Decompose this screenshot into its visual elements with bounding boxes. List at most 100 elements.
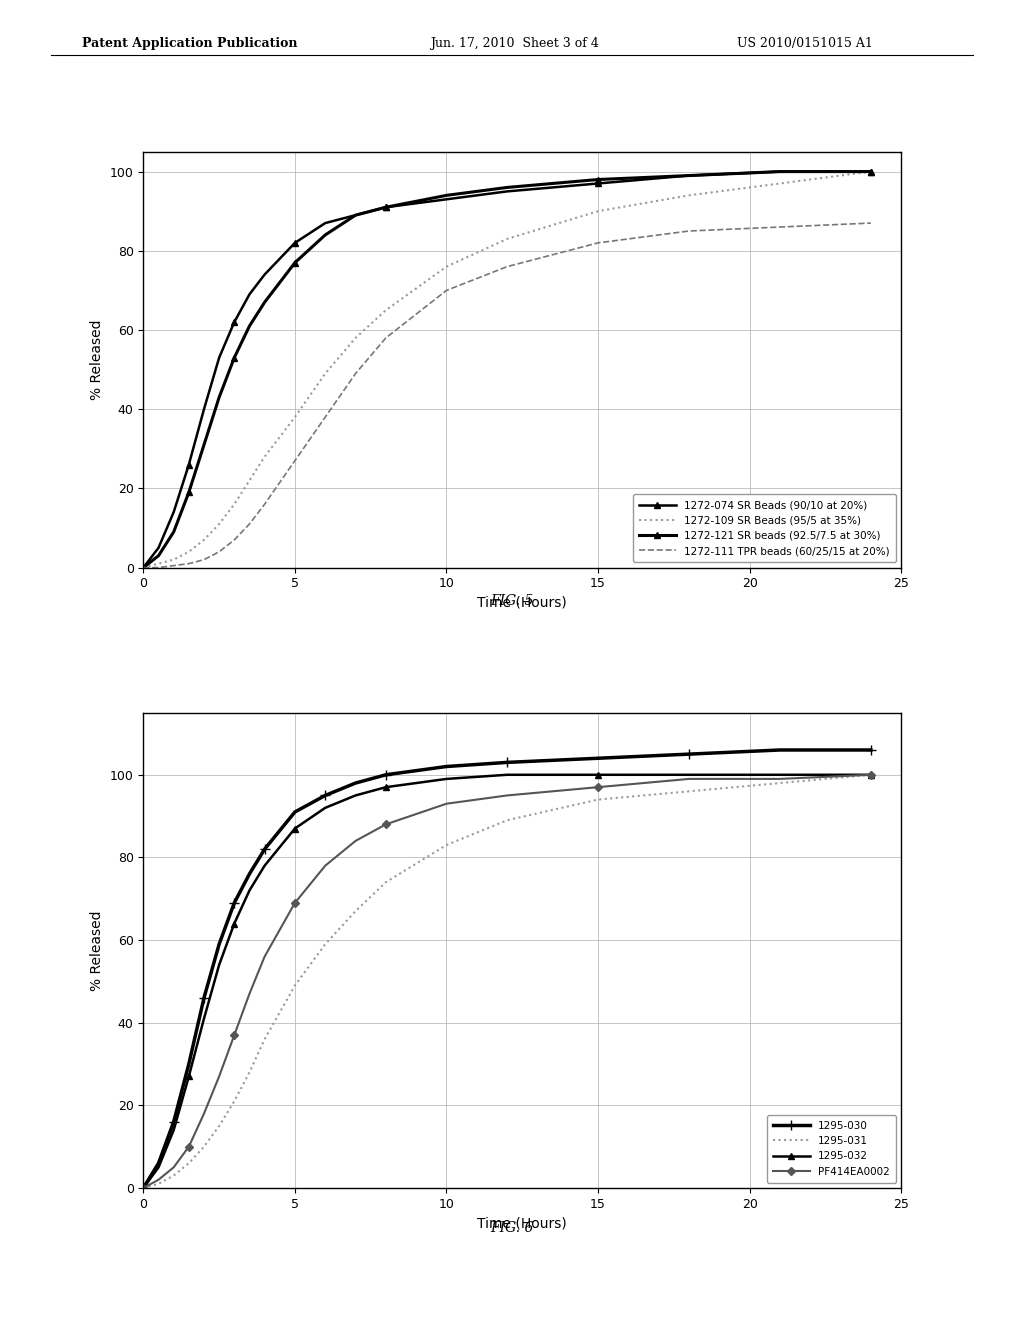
1272-109 SR Beads (95/5 at 35%): [168, 552, 180, 568]
1272-111 TPR beads (60/25/15 at 20%): [440, 282, 453, 298]
1272-121 SR beads (92.5/7.5 at 30%): [228, 350, 241, 366]
1272-111 TPR beads (60/25/15 at 20%): [319, 409, 332, 425]
1295-032: [289, 821, 301, 837]
1295-032: [182, 1068, 195, 1084]
1295-030: [258, 841, 270, 857]
1272-111 TPR beads (60/25/15 at 20%): [774, 219, 786, 235]
1272-111 TPR beads (60/25/15 at 20%): [137, 560, 150, 576]
1272-111 TPR beads (60/25/15 at 20%): [228, 532, 241, 548]
1272-109 SR Beads (95/5 at 35%): [137, 560, 150, 576]
1272-121 SR beads (92.5/7.5 at 30%): [440, 187, 453, 203]
1272-121 SR beads (92.5/7.5 at 30%): [319, 227, 332, 243]
1295-032: [440, 771, 453, 787]
1295-031: [182, 1155, 195, 1171]
1272-111 TPR beads (60/25/15 at 20%): [213, 544, 225, 560]
1295-031: [380, 874, 392, 890]
1295-032: [349, 788, 361, 804]
1272-121 SR beads (92.5/7.5 at 30%): [349, 207, 361, 223]
Line: 1272-121 SR beads (92.5/7.5 at 30%): 1272-121 SR beads (92.5/7.5 at 30%): [140, 169, 873, 570]
Line: 1295-031: 1295-031: [143, 775, 870, 1188]
1295-031: [153, 1176, 165, 1192]
1295-031: [168, 1168, 180, 1184]
1272-074 SR Beads (90/10 at 20%): [501, 183, 513, 199]
1272-074 SR Beads (90/10 at 20%): [592, 176, 604, 191]
1295-031: [774, 775, 786, 791]
1272-109 SR Beads (95/5 at 35%): [153, 556, 165, 572]
1272-074 SR Beads (90/10 at 20%): [258, 267, 270, 282]
1272-121 SR beads (92.5/7.5 at 30%): [168, 524, 180, 540]
Text: Patent Application Publication: Patent Application Publication: [82, 37, 297, 50]
PF414EA0002: [213, 1068, 225, 1084]
1295-030: [228, 895, 241, 911]
1272-074 SR Beads (90/10 at 20%): [864, 164, 877, 180]
1295-030: [182, 1056, 195, 1072]
1272-111 TPR beads (60/25/15 at 20%): [864, 215, 877, 231]
1295-032: [137, 1180, 150, 1196]
1272-121 SR beads (92.5/7.5 at 30%): [289, 255, 301, 271]
1272-109 SR Beads (95/5 at 35%): [213, 516, 225, 532]
1272-111 TPR beads (60/25/15 at 20%): [168, 557, 180, 573]
1272-074 SR Beads (90/10 at 20%): [198, 401, 210, 417]
1272-109 SR Beads (95/5 at 35%): [244, 473, 256, 488]
Line: 1272-109 SR Beads (95/5 at 35%): 1272-109 SR Beads (95/5 at 35%): [143, 172, 870, 568]
PF414EA0002: [182, 1139, 195, 1155]
1272-074 SR Beads (90/10 at 20%): [683, 168, 695, 183]
1272-074 SR Beads (90/10 at 20%): [153, 540, 165, 556]
PF414EA0002: [244, 986, 256, 1002]
PF414EA0002: [289, 895, 301, 911]
Line: 1272-111 TPR beads (60/25/15 at 20%): 1272-111 TPR beads (60/25/15 at 20%): [143, 223, 870, 568]
1272-109 SR Beads (95/5 at 35%): [380, 302, 392, 318]
1295-032: [198, 1011, 210, 1027]
1295-032: [774, 767, 786, 783]
Line: 1295-032: 1295-032: [140, 772, 873, 1191]
1272-111 TPR beads (60/25/15 at 20%): [258, 496, 270, 512]
1272-121 SR beads (92.5/7.5 at 30%): [153, 548, 165, 564]
1295-032: [592, 767, 604, 783]
Text: Jun. 17, 2010  Sheet 3 of 4: Jun. 17, 2010 Sheet 3 of 4: [430, 37, 599, 50]
1295-032: [153, 1159, 165, 1175]
1295-031: [349, 903, 361, 919]
1295-031: [244, 1064, 256, 1080]
1272-109 SR Beads (95/5 at 35%): [864, 164, 877, 180]
1272-121 SR beads (92.5/7.5 at 30%): [774, 164, 786, 180]
1295-032: [228, 916, 241, 932]
1272-074 SR Beads (90/10 at 20%): [380, 199, 392, 215]
1295-030: [319, 788, 332, 804]
1272-074 SR Beads (90/10 at 20%): [774, 164, 786, 180]
1295-030: [213, 936, 225, 952]
Line: PF414EA0002: PF414EA0002: [140, 772, 873, 1191]
PF414EA0002: [501, 788, 513, 804]
1295-031: [228, 1093, 241, 1109]
1295-031: [501, 812, 513, 828]
1272-121 SR beads (92.5/7.5 at 30%): [182, 484, 195, 500]
1272-109 SR Beads (95/5 at 35%): [440, 259, 453, 275]
1272-111 TPR beads (60/25/15 at 20%): [349, 366, 361, 381]
Legend: 1295-030, 1295-031, 1295-032, PF414EA0002: 1295-030, 1295-031, 1295-032, PF414EA000…: [767, 1114, 896, 1183]
Y-axis label: % Released: % Released: [90, 911, 104, 990]
Line: 1272-074 SR Beads (90/10 at 20%): 1272-074 SR Beads (90/10 at 20%): [140, 169, 873, 570]
1295-030: [864, 742, 877, 758]
1295-030: [137, 1180, 150, 1196]
1295-030: [198, 990, 210, 1006]
1295-031: [213, 1118, 225, 1134]
1272-109 SR Beads (95/5 at 35%): [258, 449, 270, 465]
1295-030: [168, 1114, 180, 1130]
1295-031: [440, 837, 453, 853]
1272-111 TPR beads (60/25/15 at 20%): [198, 552, 210, 568]
1295-030: [380, 767, 392, 783]
1272-074 SR Beads (90/10 at 20%): [182, 457, 195, 473]
1272-109 SR Beads (95/5 at 35%): [501, 231, 513, 247]
1272-109 SR Beads (95/5 at 35%): [228, 496, 241, 512]
1272-111 TPR beads (60/25/15 at 20%): [380, 330, 392, 346]
1272-121 SR beads (92.5/7.5 at 30%): [683, 168, 695, 183]
1272-109 SR Beads (95/5 at 35%): [182, 544, 195, 560]
PF414EA0002: [168, 1159, 180, 1175]
1272-111 TPR beads (60/25/15 at 20%): [289, 453, 301, 469]
1272-109 SR Beads (95/5 at 35%): [289, 409, 301, 425]
1295-032: [501, 767, 513, 783]
1295-030: [349, 775, 361, 791]
Text: US 2010/0151015 A1: US 2010/0151015 A1: [737, 37, 873, 50]
1272-074 SR Beads (90/10 at 20%): [168, 504, 180, 520]
1272-111 TPR beads (60/25/15 at 20%): [182, 556, 195, 572]
1272-074 SR Beads (90/10 at 20%): [244, 286, 256, 302]
